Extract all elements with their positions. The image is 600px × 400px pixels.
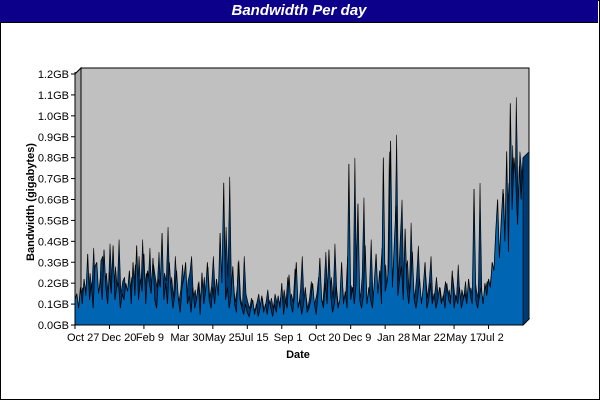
y-tick-label: 0.7GB	[38, 174, 69, 186]
y-tick-label: 0.8GB	[38, 153, 69, 165]
x-tick-label: Mar 30	[170, 332, 204, 344]
y-axis-title: Bandwidth (gigabytes)	[25, 143, 37, 261]
x-tick-label: Sep 1	[274, 332, 303, 344]
y-tick-label: 1.2GB	[38, 69, 69, 81]
y-tick-label: 0.0GB	[38, 320, 69, 332]
chart-title: Bandwidth Per day	[0, 0, 598, 23]
x-tick-label: Mar 22	[412, 332, 446, 344]
x-tick-label: Dec 20	[101, 332, 136, 344]
x-tick-label: Oct 20	[308, 332, 340, 344]
x-axis-title: Date	[286, 349, 310, 361]
x-tick-label: May 17	[446, 332, 482, 344]
y-tick-label: 0.6GB	[38, 195, 69, 207]
y-tick-label: 0.2GB	[38, 278, 69, 290]
x-tick-label: Feb 9	[136, 332, 164, 344]
x-tick-label: Jul 2	[481, 332, 504, 344]
plot-left-wall	[74, 66, 82, 327]
y-tick-label: 0.1GB	[38, 299, 69, 311]
y-tick-label: 0.3GB	[38, 257, 69, 269]
series-area-cap	[522, 150, 530, 326]
x-tick-label: Oct 27	[67, 332, 99, 344]
x-tick-label: Dec 9	[343, 332, 372, 344]
y-tick-label: 0.4GB	[38, 236, 69, 248]
y-tick-label: 1.1GB	[38, 90, 69, 102]
x-tick-label: Jul 15	[239, 332, 268, 344]
y-tick-label: 0.9GB	[38, 132, 69, 144]
x-tick-label: Jan 28	[377, 332, 410, 344]
series-line	[74, 103, 524, 318]
x-tick-label: May 25	[205, 332, 241, 344]
y-tick-label: 1.0GB	[38, 111, 69, 123]
y-tick-label: 0.5GB	[38, 215, 69, 227]
